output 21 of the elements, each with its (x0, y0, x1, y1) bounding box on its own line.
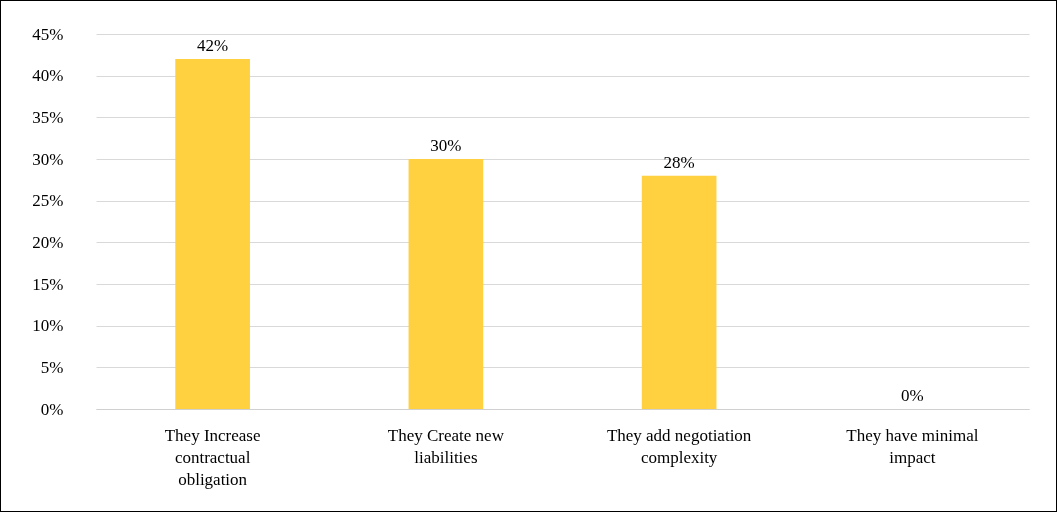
bar (408, 159, 484, 409)
x-tick-label: They have minimal impact (846, 425, 979, 467)
y-tick-label: 30% (32, 149, 64, 169)
y-tick-label: 10% (32, 316, 64, 336)
data-label: 0% (901, 386, 924, 405)
y-tick-label: 25% (32, 191, 64, 211)
bar (175, 59, 250, 409)
bar (641, 175, 717, 409)
y-tick-label: 20% (32, 232, 64, 252)
y-tick-label: 40% (32, 66, 64, 86)
y-tick-label: 45% (32, 24, 64, 44)
y-tick-label: 15% (32, 274, 64, 294)
y-tick-label: 0% (40, 399, 64, 419)
data-label: 30% (430, 136, 462, 155)
data-label: 28% (663, 152, 695, 172)
y-tick-label: 35% (32, 107, 64, 127)
x-tick-label: They add negotiation complexity (606, 425, 752, 467)
y-tick-label: 5% (40, 357, 64, 377)
data-label: 42% (197, 36, 229, 55)
x-tick-label: They Create new liabilities (387, 425, 505, 467)
x-tick-label: They Increase contractual obligation (164, 425, 261, 489)
